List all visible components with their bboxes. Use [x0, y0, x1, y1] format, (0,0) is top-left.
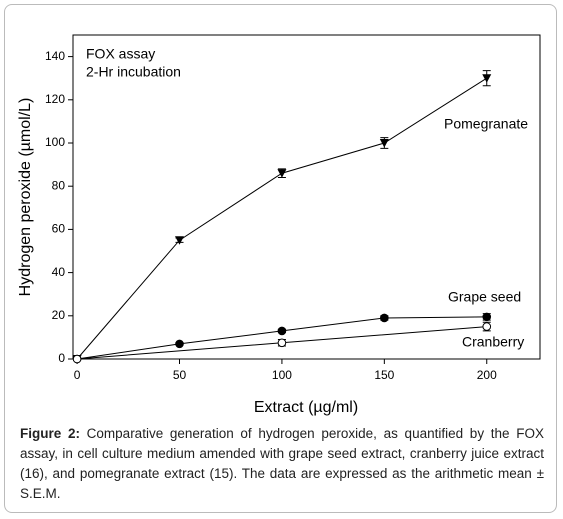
y-axis-label: Hydrogen peroxide (µmol/L) [17, 98, 34, 297]
caption-text: Comparative generation of hydrogen perox… [20, 426, 544, 501]
y-tick-label: 100 [45, 135, 65, 149]
y-tick-label: 60 [52, 222, 66, 236]
marker [175, 339, 184, 349]
x-tick-label: 200 [477, 368, 497, 382]
marker [277, 169, 287, 178]
series-line [77, 316, 487, 360]
marker [277, 326, 287, 336]
series-label: Pomegranate [444, 116, 528, 132]
y-tick-label: 80 [52, 178, 66, 192]
series-label: Grape seed [448, 289, 521, 305]
marker [482, 74, 492, 83]
marker [379, 139, 389, 148]
x-tick-label: 100 [272, 368, 292, 382]
plot-frame [72, 34, 541, 360]
series-line [76, 77, 488, 360]
y-tick-label: 20 [52, 308, 66, 322]
x-tick-label: 0 [74, 368, 81, 382]
caption: Figure 2: Comparative generation of hydr… [20, 424, 544, 504]
marker [482, 322, 492, 331]
marker [482, 312, 492, 322]
y-tick-label: 120 [45, 92, 65, 106]
marker [277, 338, 287, 348]
y-tick-label: 40 [52, 265, 66, 279]
x-tick-label: 50 [173, 368, 187, 382]
y-tick-label: 0 [58, 351, 65, 365]
x-tick-label: 150 [374, 368, 394, 382]
marker [380, 313, 389, 323]
marker [175, 236, 185, 245]
caption-label: Figure 2: [20, 426, 80, 441]
series-label: Cranberry [462, 334, 524, 350]
x-axis-label: Extract (µg/ml) [254, 399, 358, 416]
annotation: 2-Hr incubation [86, 64, 181, 80]
frame [4, 4, 557, 513]
y-tick-label: 140 [45, 49, 65, 63]
annotation: FOX assay [86, 46, 155, 62]
marker [72, 354, 82, 364]
